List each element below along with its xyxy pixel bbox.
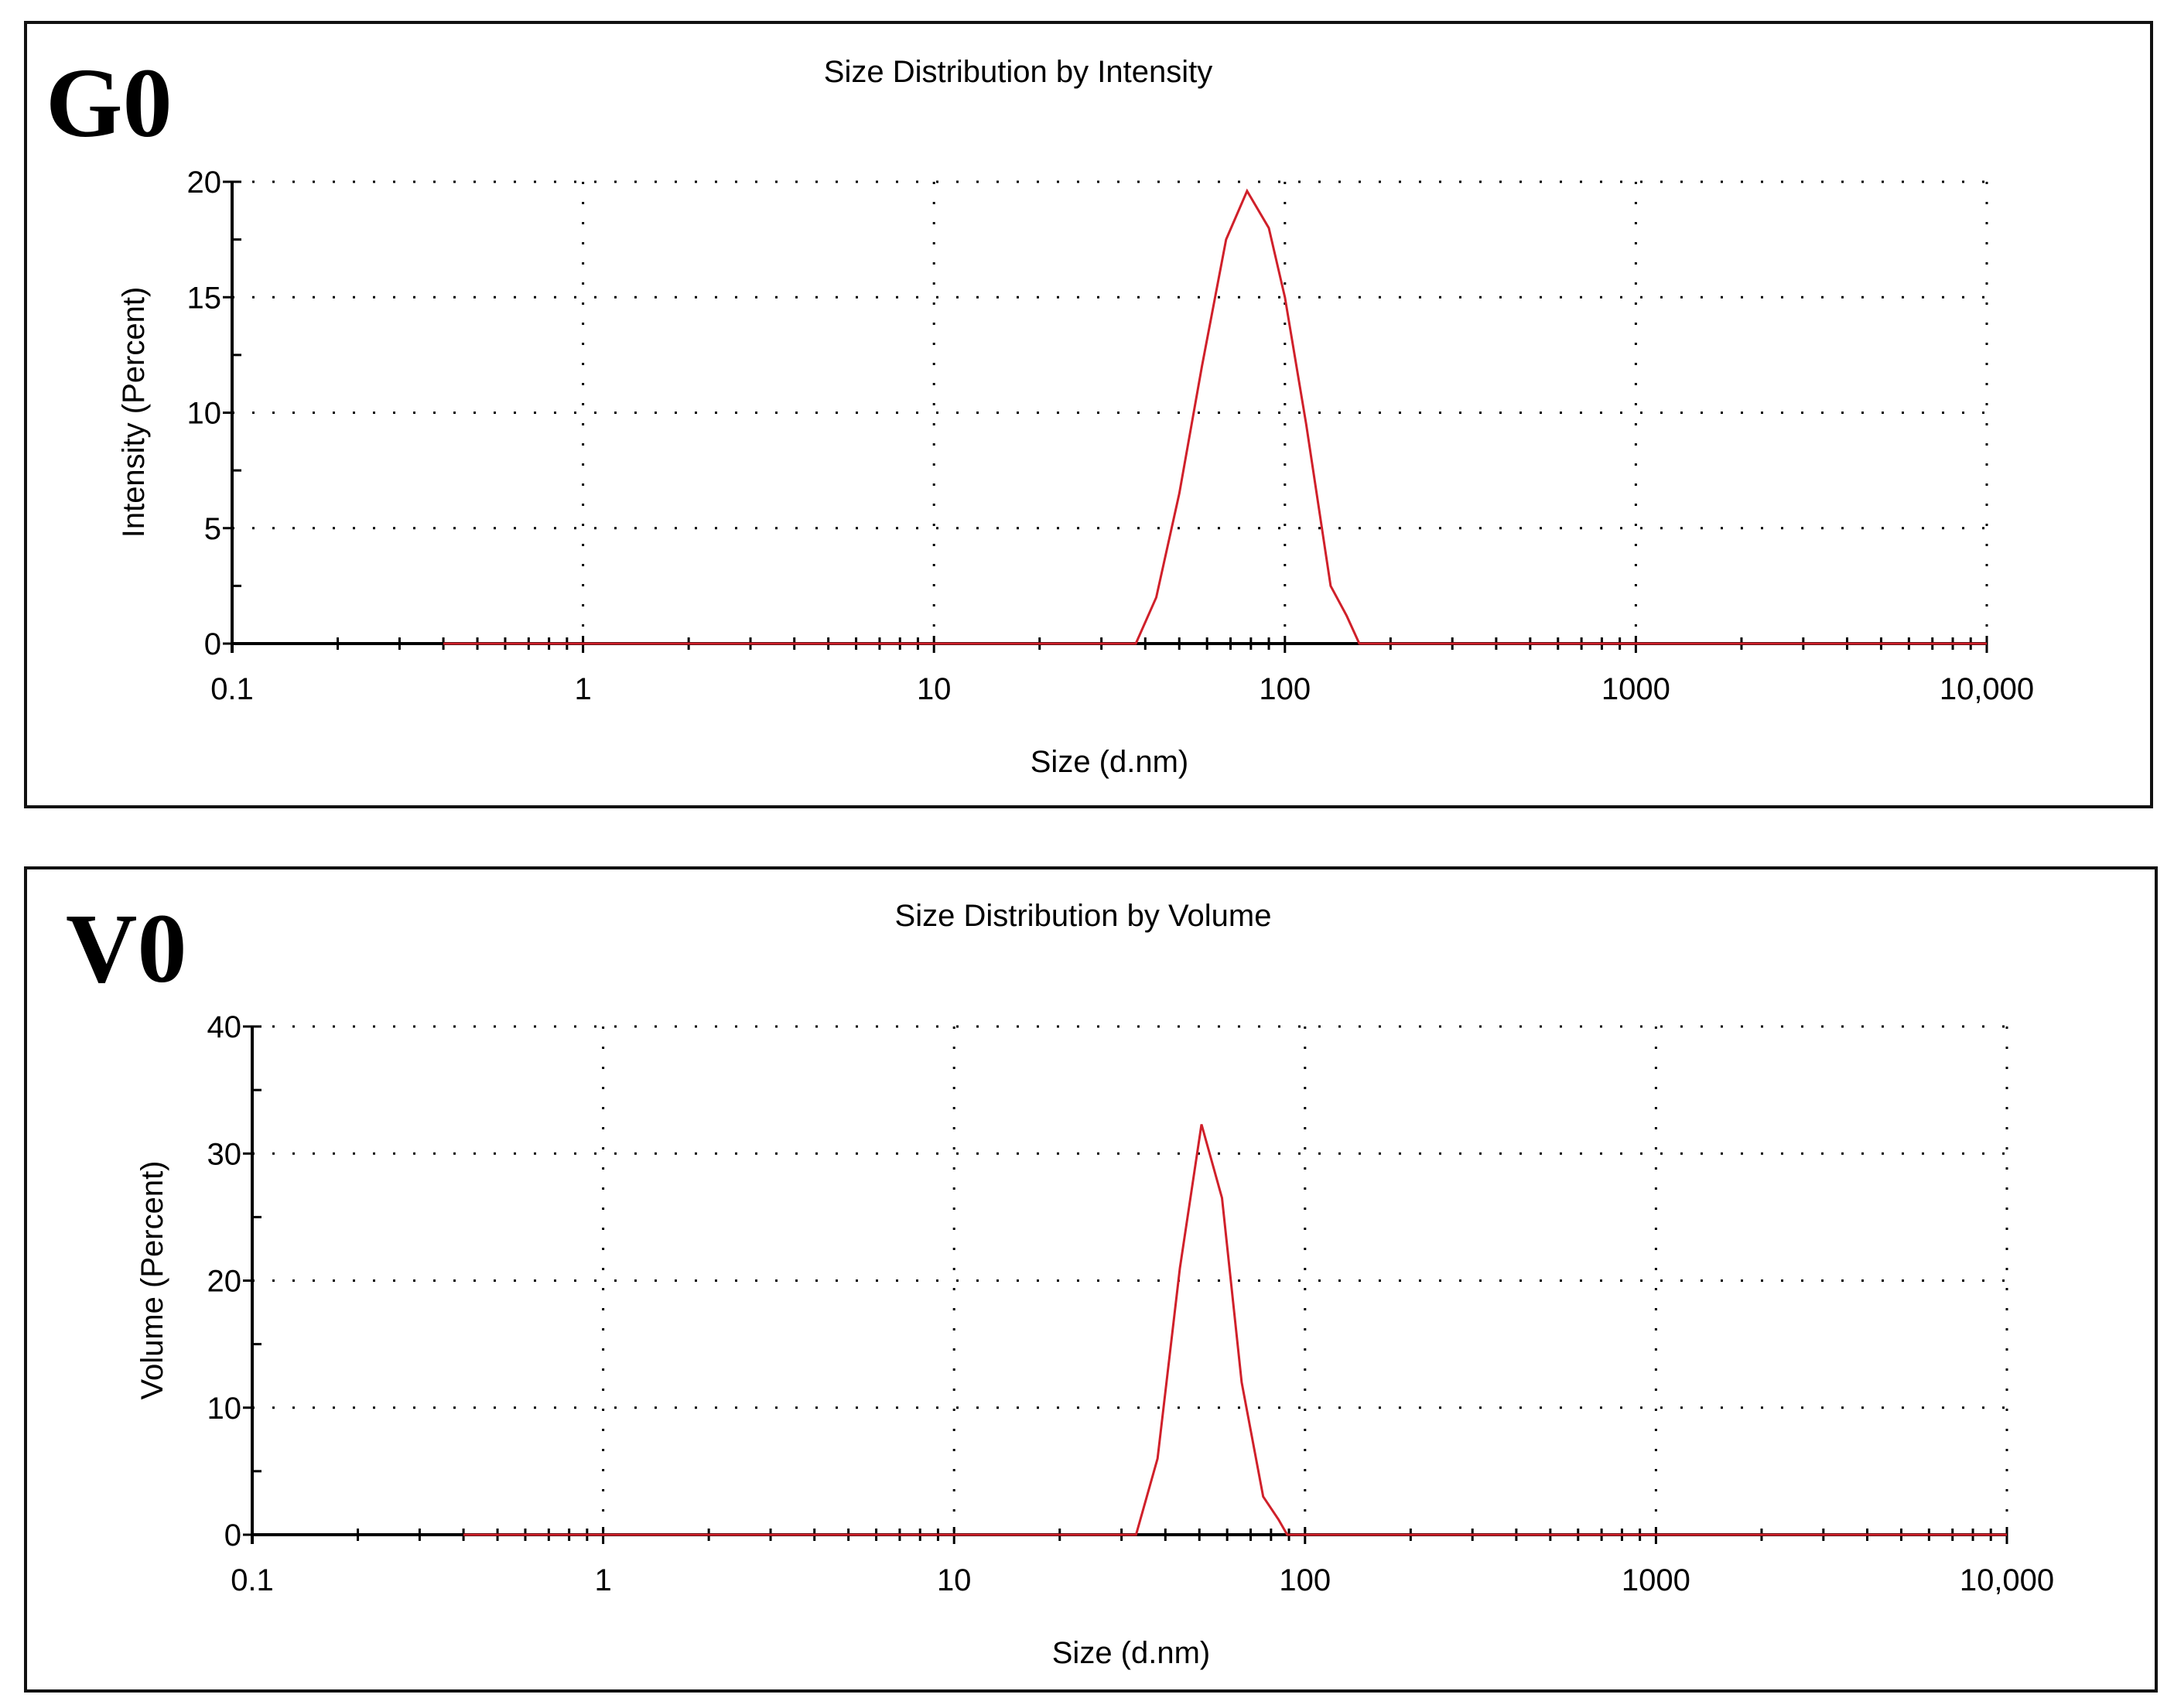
grid-intensity [232, 180, 1988, 644]
y-tick-label: 20 [207, 1265, 242, 1299]
y-tick-label: 0 [224, 1518, 241, 1553]
panel-label-v0: V0 [66, 893, 187, 1003]
panel-label-g0: G0 [46, 48, 173, 158]
y-tick-label: 30 [207, 1137, 242, 1171]
x-tick-label: 10 [937, 1563, 972, 1597]
tick-labels-intensity: 0 5 10 15 20 0.1 1 10 100 1000 10,000 [187, 166, 2035, 706]
x-axis-label-intensity: Size (d.nm) [1031, 745, 1189, 779]
y-tick-label: 0 [204, 627, 221, 661]
x-tick-label: 10,000 [1960, 1563, 2054, 1597]
axes-intensity [223, 180, 1988, 653]
x-tick-label: 10,000 [1940, 672, 2034, 706]
x-tick-label: 1000 [1622, 1563, 1690, 1597]
tick-labels-volume: 0 10 20 30 40 0.1 1 10 100 1000 10,000 [207, 1010, 2055, 1597]
x-tick-label: 100 [1279, 1563, 1331, 1597]
chart-volume: Size Distribution by Volume Size (d.nm) … [135, 899, 2054, 1670]
data-line-volume [463, 1124, 2007, 1536]
chart-title-intensity: Size Distribution by Intensity [824, 55, 1212, 89]
chart-title-volume: Size Distribution by Volume [895, 899, 1272, 933]
y-tick-label: 20 [187, 166, 222, 200]
x-tick-label: 1 [594, 1563, 611, 1597]
x-tick-label: 100 [1259, 672, 1311, 706]
x-tick-label: 0.1 [231, 1563, 274, 1597]
x-tick-label: 1 [574, 672, 591, 706]
x-axis-label-volume: Size (d.nm) [1052, 1636, 1211, 1670]
y-tick-label: 5 [204, 512, 221, 546]
y-axis-label-volume: Volume (Percent) [135, 1160, 169, 1399]
chart-intensity: Size Distribution by Intensity Size (d.n… [117, 55, 2034, 779]
y-axis-label-intensity: Intensity (Percent) [117, 287, 151, 538]
axes-volume [243, 1025, 2008, 1544]
x-tick-label: 1000 [1601, 672, 1670, 706]
y-tick-label: 40 [207, 1010, 242, 1044]
y-tick-label: 10 [187, 397, 222, 431]
data-line-intensity [443, 188, 1987, 645]
x-tick-label: 10 [917, 672, 952, 706]
panel-g0: G0 [24, 21, 2153, 808]
y-tick-label: 15 [187, 281, 222, 315]
y-tick-label: 10 [207, 1392, 242, 1426]
x-tick-label: 0.1 [210, 672, 254, 706]
grid-volume [252, 1025, 2008, 1535]
